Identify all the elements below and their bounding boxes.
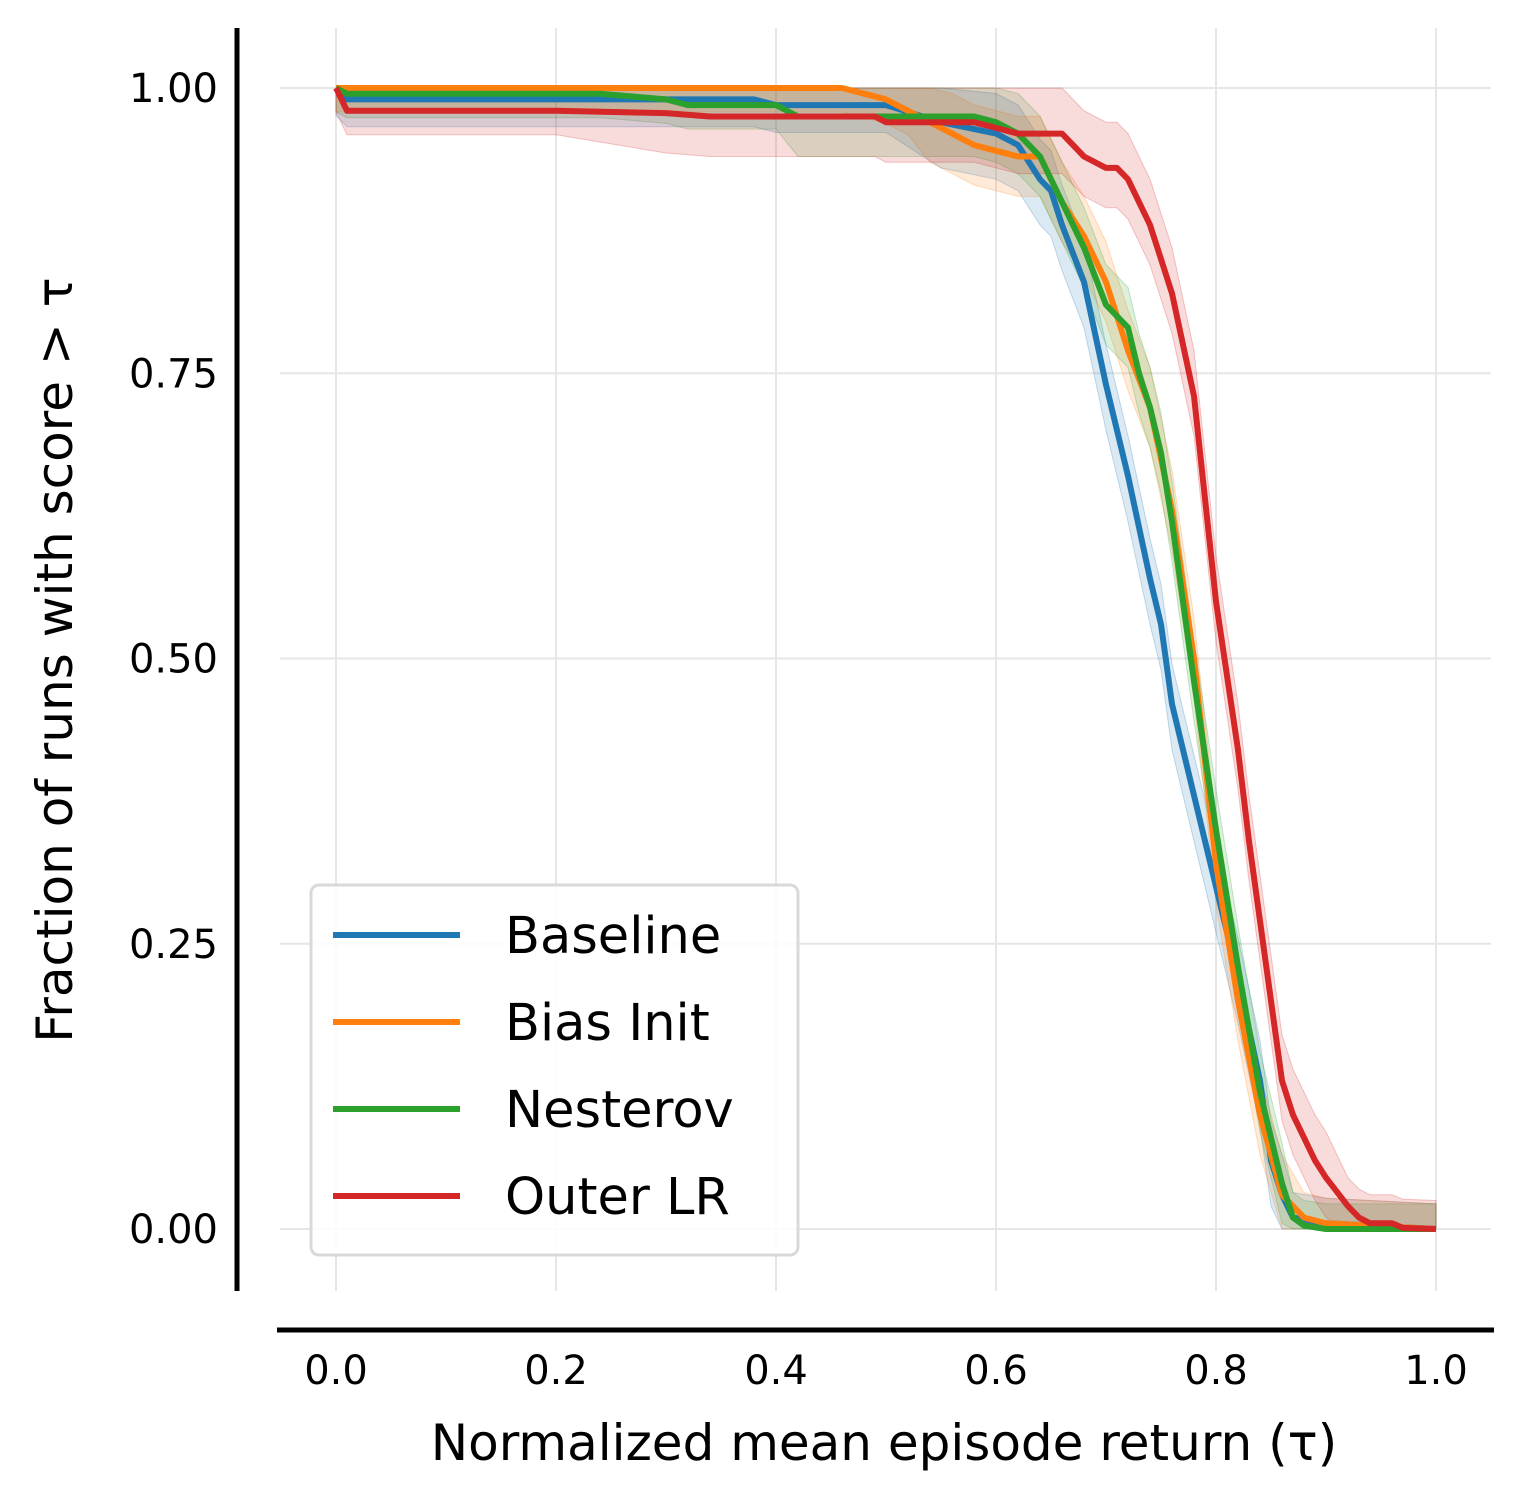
y-tick-labels: 0.00 0.25 0.50 0.75 1.00: [129, 66, 218, 1253]
x-tick-label: 0.6: [964, 1348, 1028, 1394]
y-tick-label: 0.00: [129, 1207, 218, 1253]
y-tick-label: 0.50: [129, 637, 218, 683]
y-tick-label: 0.75: [129, 351, 218, 397]
legend-label: Outer LR: [505, 1168, 730, 1227]
legend-label: Nesterov: [505, 1081, 734, 1140]
legend-entries: Baseline Bias Init Nesterov Outer LR: [333, 907, 734, 1227]
series-line-outer-lr: [333, 86, 1437, 1232]
legend-label: Baseline: [505, 907, 721, 966]
series-lines: [333, 85, 1437, 1232]
legend-label: Bias Init: [505, 994, 710, 1053]
legend: Baseline Bias Init Nesterov Outer LR: [309, 883, 800, 1257]
series-line-nesterov: [334, 85, 1436, 1232]
x-axis-title: Normalized mean episode return (τ): [431, 1414, 1337, 1472]
legend-box: [309, 883, 800, 1257]
x-tick-label: 0.0: [304, 1348, 368, 1394]
y-tick-label: 1.00: [129, 66, 218, 112]
y-axis-title: Fraction of runs with score > τ: [26, 277, 84, 1043]
y-tick-label: 0.25: [129, 922, 218, 968]
x-tick-label: 0.8: [1184, 1348, 1248, 1394]
x-tick-label: 0.2: [524, 1348, 588, 1394]
x-tick-labels: 0.0 0.2 0.4 0.6 0.8 1.0: [304, 1348, 1468, 1394]
x-tick-label: 0.4: [744, 1348, 808, 1394]
x-tick-label: 1.0: [1404, 1348, 1468, 1394]
